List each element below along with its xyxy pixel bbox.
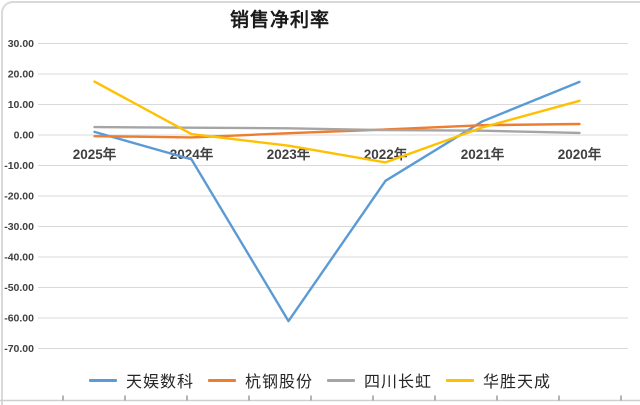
x-axis-tick-label: 2023年 bbox=[267, 146, 311, 162]
plot-area: 30.00 20.00 10.00 0.00 -10.00 -20.00 -30.00 -40… bbox=[4, 38, 628, 355]
x-axis-tick-label: 2021年 bbox=[461, 146, 505, 162]
legend-label: 四川长虹 bbox=[364, 374, 433, 391]
x-axis-tick-label: 2020年 bbox=[558, 146, 602, 162]
x-axis-tick-label: 2025年 bbox=[73, 146, 117, 162]
legend-item: 华胜天成 bbox=[446, 368, 551, 392]
y-axis-tick-label: -30.00 bbox=[4, 221, 34, 233]
y-axis-tick-label: -20.00 bbox=[4, 191, 34, 203]
legend-item: 天娱数科 bbox=[88, 368, 194, 392]
legend-marker-line bbox=[446, 378, 475, 382]
legend-item: 四川长虹 bbox=[327, 368, 432, 392]
legend-marker-line bbox=[88, 378, 117, 382]
legend-label: 华胜天成 bbox=[483, 374, 552, 391]
y-axis-labels: 30.00 20.00 10.00 0.00 -10.00 -20.00 -30.00 -40… bbox=[4, 38, 34, 355]
x-axis-labels: 2025年 2024年 2023年 2022年 2021年 2020年 bbox=[73, 146, 602, 162]
legend-marker-line bbox=[207, 378, 236, 382]
series-lines bbox=[93, 80, 581, 323]
series-line-四川长虹 bbox=[93, 125, 581, 135]
legend-label: 天娱数科 bbox=[125, 374, 194, 391]
y-axis-tick-label: 30.00 bbox=[8, 38, 34, 50]
legend-item: 杭钢股份 bbox=[207, 368, 313, 392]
y-axis-tick-label: -50.00 bbox=[4, 282, 34, 294]
series-line-天娱数科 bbox=[93, 80, 581, 323]
y-axis-tick-label: -70.00 bbox=[4, 343, 34, 355]
legend-label: 杭钢股份 bbox=[244, 374, 313, 391]
chart-title: 销售净利率 bbox=[229, 10, 330, 31]
y-axis-tick-label: 0.00 bbox=[14, 130, 35, 142]
series-line-杭钢股份 bbox=[93, 122, 581, 139]
series-line-华胜天成 bbox=[93, 80, 581, 164]
legend-marker-line bbox=[327, 378, 355, 382]
y-axis-tick-label: -10.00 bbox=[4, 160, 34, 172]
y-axis-tick-label: -40.00 bbox=[4, 252, 34, 264]
y-axis-tick-label: 20.00 bbox=[8, 69, 34, 81]
x-axis-tick-label: 2024年 bbox=[170, 146, 214, 162]
y-axis-tick-label: -60.00 bbox=[4, 313, 34, 325]
chart-legend: 天娱数科 杭钢股份 四川长虹 华胜天成 bbox=[0, 366, 640, 394]
y-axis-tick-label: 10.00 bbox=[8, 99, 34, 111]
